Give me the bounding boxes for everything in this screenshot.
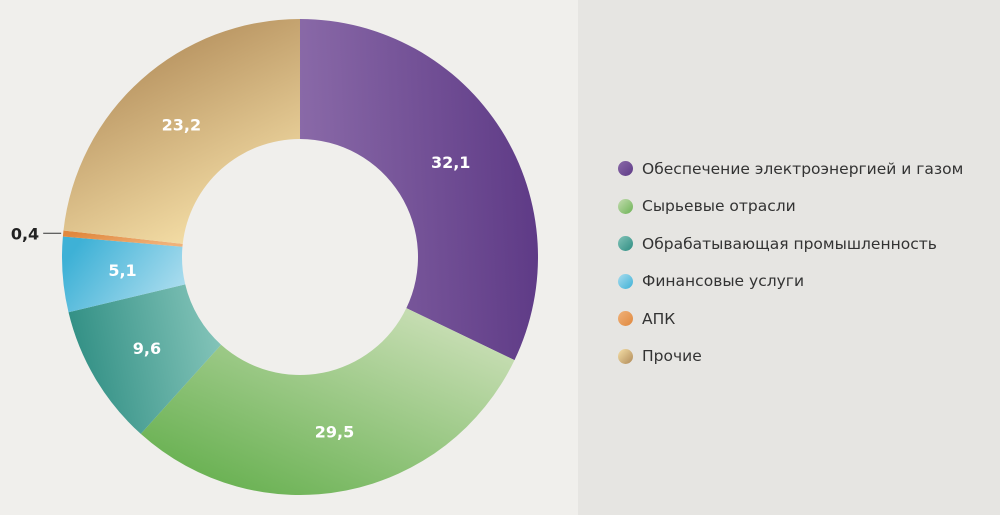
legend-panel: Обеспечение электроэнергией и газом Сырье… [578,0,1000,515]
legend-item: Финансовые услуги [618,263,963,301]
slice-label-1: 29,5 [315,423,354,442]
legend-dot-icon [618,161,633,177]
legend-label: Обеспечение электроэнергией и газом [642,159,964,178]
legend-label: Сырьевые отрасли [642,197,796,216]
legend-dot-icon [618,198,633,214]
slice-label-5: 23,2 [162,115,201,134]
slice-2 [68,284,222,434]
slice-5 [63,19,300,244]
slice-4 [62,230,183,247]
donut-chart: 32,1 29,5 9,6 5,1 0,4 23,2 [11,19,538,496]
legend-label: Прочие [642,347,702,366]
slice-3 [62,236,186,313]
slice-label-4: 0,4 [11,224,39,243]
slice-0 [300,19,538,361]
legend-dot-icon [618,236,633,252]
legend-item: Сырьевые отрасли [618,188,963,226]
legend-item: Обрабатывающая промышленность [618,225,963,263]
slice-1 [140,308,515,496]
chart-legend: Обеспечение электроэнергией и газом Сырье… [618,150,963,375]
legend-dot-icon [618,273,633,289]
legend-item: Обеспечение электроэнергией и газом [618,150,963,188]
slice-label-2: 9,6 [133,339,161,358]
legend-dot-icon [618,348,633,364]
legend-item: Прочие [618,338,963,376]
legend-label: АПК [642,309,676,328]
slice-label-3: 5,1 [108,261,136,280]
legend-item: АПК [618,300,963,338]
legend-label: Финансовые услуги [642,272,805,291]
legend-dot-icon [618,311,633,327]
legend-label: Обрабатывающая промышленность [642,234,937,253]
slice-label-0: 32,1 [431,153,470,172]
chart-area: 32,1 29,5 9,6 5,1 0,4 23,2 [10,19,538,496]
